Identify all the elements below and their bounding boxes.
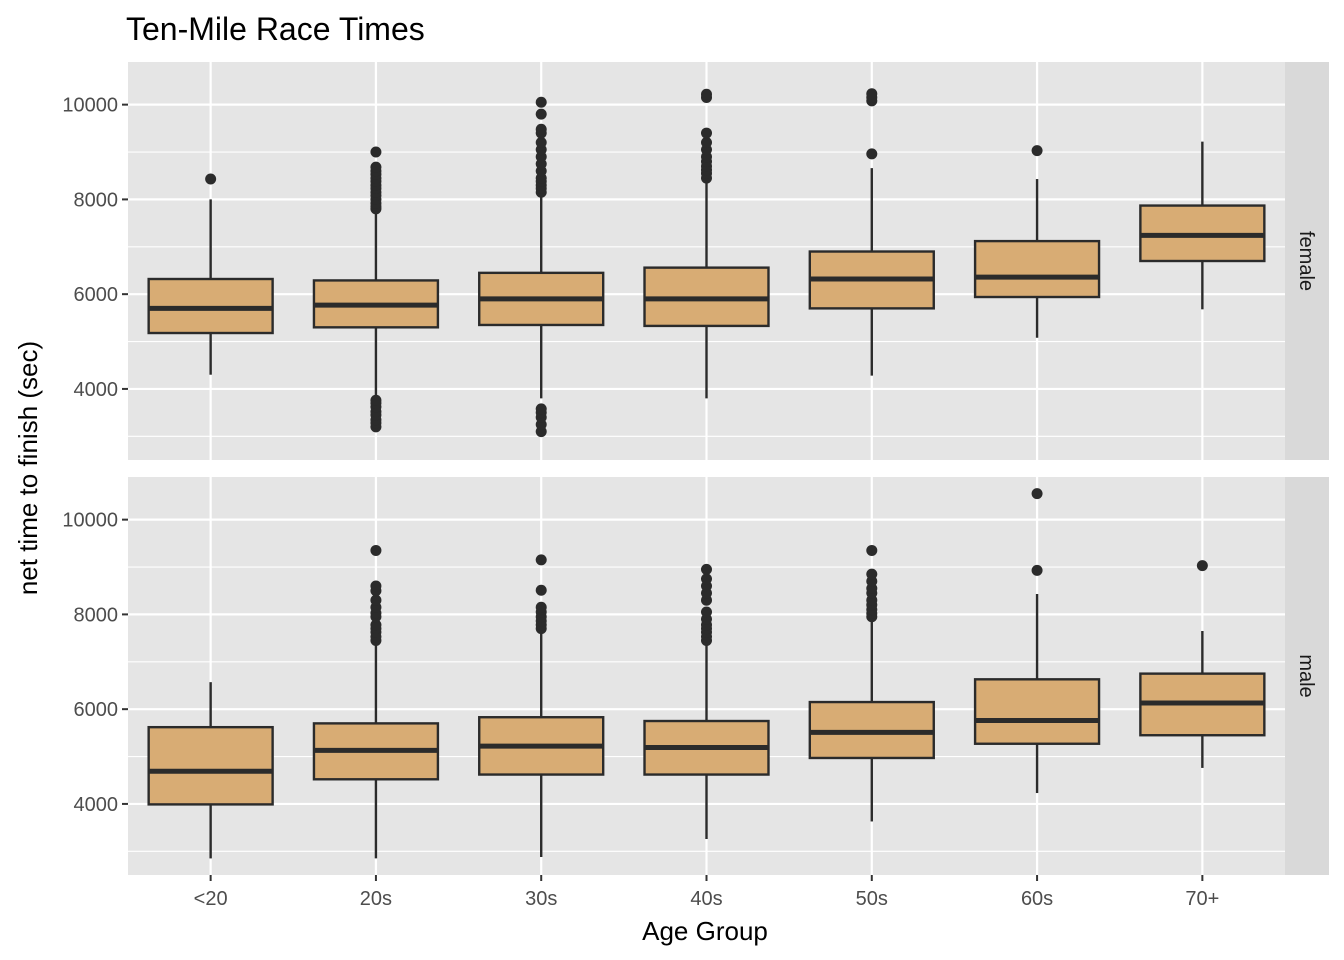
- facet-panel-female: 4000 6000 8000 10000 female: [62, 62, 1329, 460]
- box-body: [973, 678, 1101, 745]
- outlier-point: [370, 580, 382, 592]
- box-male-70+: [1139, 560, 1266, 768]
- facet-strip: [1285, 62, 1329, 460]
- outlier-point: [701, 137, 712, 149]
- outlier-point: [205, 173, 217, 185]
- x-axis-title: Age Group: [642, 916, 768, 946]
- outlier-point: [370, 544, 382, 556]
- facet-strip-label: male: [1295, 654, 1317, 697]
- y-tick-label: 6000: [74, 699, 119, 721]
- outlier-point: [1031, 488, 1043, 500]
- facet-strip: [1285, 477, 1329, 875]
- x-tick-label: <20: [194, 888, 228, 910]
- outlier-point: [535, 403, 547, 415]
- box-male-50s: [808, 544, 935, 822]
- y-tick-label: 4000: [74, 794, 119, 816]
- box-female-50s: [808, 88, 935, 376]
- y-tick-label: 8000: [74, 189, 119, 211]
- facet-panels: 4000 6000 8000 10000 female 4000 6000 8000 10000…: [62, 62, 1329, 875]
- outlier-point: [370, 619, 382, 631]
- outlier-point: [370, 146, 382, 158]
- outlier-point: [535, 123, 547, 135]
- facet-panel-male: 4000 6000 8000 10000 male: [62, 477, 1329, 875]
- outlier-point: [535, 584, 547, 596]
- outlier-point: [701, 563, 712, 575]
- outlier-point: [701, 573, 712, 585]
- outlier-point: [701, 606, 712, 618]
- outlier-point: [1031, 145, 1043, 157]
- outlier-point: [370, 594, 382, 606]
- outlier-point: [866, 544, 878, 556]
- y-tick-label: 10000: [62, 510, 118, 532]
- y-tick-label: 4000: [74, 379, 119, 401]
- x-tick-label: 20s: [360, 888, 392, 910]
- box-female-<20: [147, 173, 274, 375]
- outlier-point: [866, 148, 878, 160]
- outlier-point: [701, 127, 712, 139]
- outlier-point: [535, 137, 547, 149]
- x-tick-label: 60s: [1021, 888, 1053, 910]
- box-male-40s: [643, 563, 770, 839]
- box-male-20s: [312, 544, 440, 859]
- box-body: [973, 239, 1101, 299]
- box-male-30s: [478, 554, 605, 857]
- outlier-point: [535, 108, 547, 120]
- x-tick-label: 30s: [525, 888, 557, 910]
- outlier-point: [866, 568, 878, 580]
- box-male-60s: [973, 488, 1101, 794]
- outlier-point: [370, 161, 382, 173]
- y-tick-label: 6000: [74, 284, 119, 306]
- y-tick-label: 10000: [62, 95, 118, 117]
- outlier-point: [1196, 560, 1208, 572]
- outlier-point: [1031, 564, 1043, 576]
- outlier-point: [866, 88, 878, 100]
- outlier-point: [535, 96, 547, 108]
- y-tick-label: 8000: [74, 604, 119, 626]
- outlier-point: [535, 554, 547, 566]
- y-axis-title: net time to finish (sec): [13, 341, 43, 595]
- box-male-<20: [147, 682, 274, 859]
- x-tick-label: 70+: [1185, 888, 1219, 910]
- x-tick-label: 40s: [690, 888, 722, 910]
- box-body: [147, 725, 274, 806]
- box-female-40s: [643, 88, 770, 399]
- x-tick-label: 50s: [856, 888, 888, 910]
- box-female-70+: [1139, 141, 1266, 310]
- outlier-point: [701, 88, 712, 100]
- chart-title: Ten-Mile Race Times: [126, 11, 425, 47]
- box-female-30s: [478, 96, 605, 438]
- box-female-60s: [973, 145, 1101, 338]
- x-axis: <20 20s 30s 40s 50s 60s 70+: [194, 875, 1219, 910]
- box-female-20s: [312, 146, 440, 433]
- outlier-point: [535, 601, 547, 613]
- facet-strip-label: female: [1295, 231, 1317, 291]
- outlier-point: [370, 394, 382, 406]
